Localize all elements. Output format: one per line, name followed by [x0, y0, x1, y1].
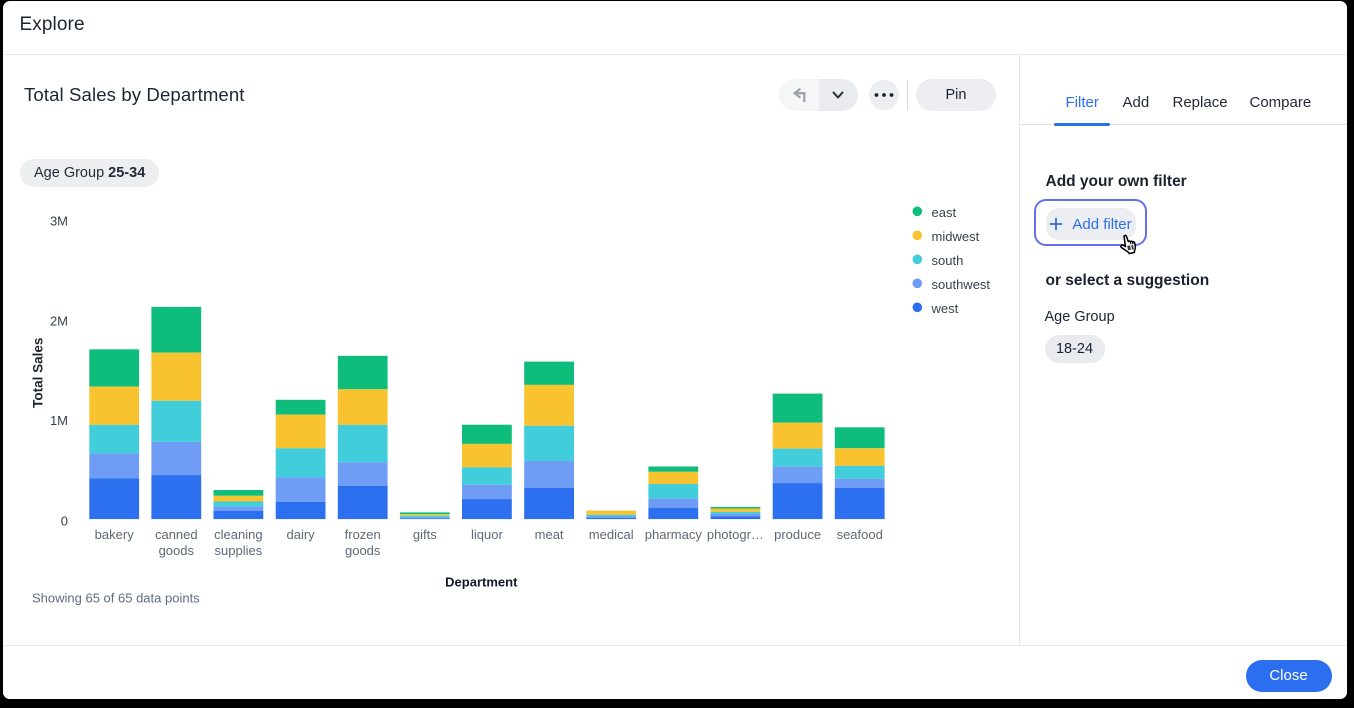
svg-text:produce: produce [774, 527, 821, 542]
svg-text:pharmacy: pharmacy [645, 527, 703, 542]
svg-text:canned: canned [155, 527, 198, 542]
svg-text:Department: Department [445, 575, 518, 590]
svg-text:southwest: southwest [932, 277, 991, 292]
svg-text:bakery: bakery [95, 527, 135, 542]
svg-text:0: 0 [61, 514, 68, 529]
svg-text:seafood: seafood [837, 527, 883, 542]
svg-text:midwest: midwest [932, 229, 980, 244]
svg-text:medical: medical [589, 527, 634, 542]
svg-text:gifts: gifts [413, 527, 437, 542]
svg-text:liquor: liquor [471, 527, 503, 542]
svg-text:dairy: dairy [287, 527, 316, 542]
svg-text:Total Sales: Total Sales [31, 338, 46, 408]
svg-text:east: east [932, 205, 957, 220]
svg-text:goods: goods [345, 543, 381, 558]
svg-text:supplies: supplies [215, 543, 263, 558]
svg-text:goods: goods [159, 543, 195, 558]
svg-text:Showing 65 of 65 data points: Showing 65 of 65 data points [32, 591, 200, 606]
svg-text:south: south [932, 253, 964, 268]
svg-text:2M: 2M [50, 314, 68, 329]
svg-text:1M: 1M [50, 413, 68, 428]
svg-text:frozen: frozen [345, 527, 381, 542]
svg-text:3M: 3M [50, 214, 68, 229]
svg-text:meat: meat [535, 527, 564, 542]
svg-text:west: west [931, 301, 959, 316]
svg-text:photogr…: photogr… [707, 527, 764, 542]
svg-text:cleaning: cleaning [214, 527, 262, 542]
